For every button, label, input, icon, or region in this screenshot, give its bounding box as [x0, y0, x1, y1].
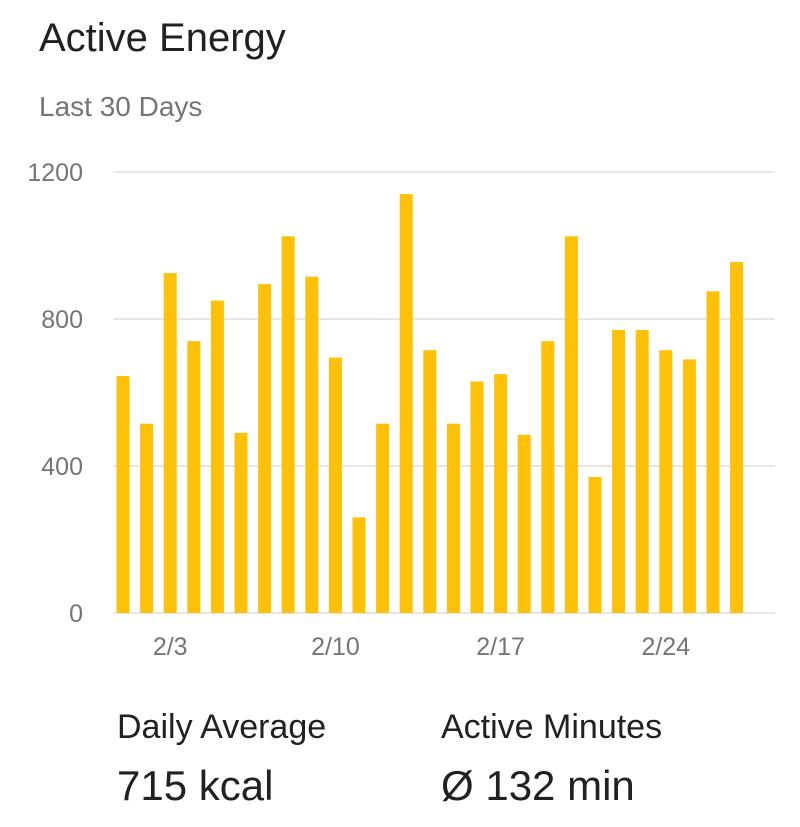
x-tick-label: 2/17 — [476, 633, 525, 661]
bar-2-6 — [234, 432, 248, 613]
bar-2-17 — [494, 374, 508, 613]
active-minutes-value: Ø 132 min — [441, 762, 635, 809]
bar-2-13 — [399, 194, 413, 613]
bar-2-7 — [258, 284, 272, 613]
bar-2-24 — [659, 350, 673, 613]
daily-average-value: 715 kcal — [117, 762, 274, 809]
bar-2-19 — [541, 341, 555, 613]
bar-2-4 — [187, 341, 201, 613]
bar-2-3 — [163, 273, 177, 613]
bar-2-1 — [116, 376, 130, 613]
bar-2-5 — [210, 300, 224, 613]
active-energy-bar-chart: 0 400 800 1200 2/3 2/10 2/17 2/24 — [27, 159, 775, 661]
bar-2-15 — [446, 423, 460, 613]
bar-2-26 — [706, 291, 720, 613]
x-axis-ticks: 2/3 2/10 2/17 2/24 — [153, 633, 690, 661]
bar-2-18 — [517, 434, 531, 613]
chart-subtitle: Last 30 Days — [39, 91, 203, 122]
bar-2-25 — [682, 359, 696, 613]
bar-2-10 — [328, 357, 342, 613]
x-tick-label: 2/10 — [311, 633, 360, 661]
bar-2-21 — [588, 477, 602, 613]
bar-2-23 — [635, 330, 649, 613]
bar-2-12 — [376, 423, 390, 613]
active-minutes-label: Active Minutes — [441, 708, 663, 746]
daily-average-stat: Daily Average 715 kcal — [117, 705, 326, 813]
bar-2-16 — [470, 381, 484, 613]
bar-2-8 — [281, 236, 295, 614]
bar-2-27 — [730, 262, 744, 613]
page-title: Active Energy — [39, 16, 286, 60]
x-tick-label: 2/24 — [641, 633, 690, 661]
y-tick-label: 1200 — [27, 159, 83, 187]
y-tick-label: 400 — [41, 453, 83, 481]
bar-2-22 — [612, 330, 626, 613]
bar-2-11 — [352, 517, 366, 613]
active-minutes-stat: Active Minutes Ø 132 min — [441, 705, 662, 813]
bar-2-20 — [564, 236, 578, 614]
bar-2-2 — [140, 423, 154, 613]
daily-average-label: Daily Average — [117, 708, 327, 746]
y-tick-label: 0 — [69, 600, 83, 628]
bars — [116, 194, 744, 614]
y-tick-label: 800 — [41, 306, 83, 334]
bar-2-14 — [423, 350, 437, 613]
y-axis-ticks: 0 400 800 1200 — [27, 159, 83, 628]
bar-2-9 — [305, 276, 319, 613]
x-tick-label: 2/3 — [153, 633, 188, 661]
